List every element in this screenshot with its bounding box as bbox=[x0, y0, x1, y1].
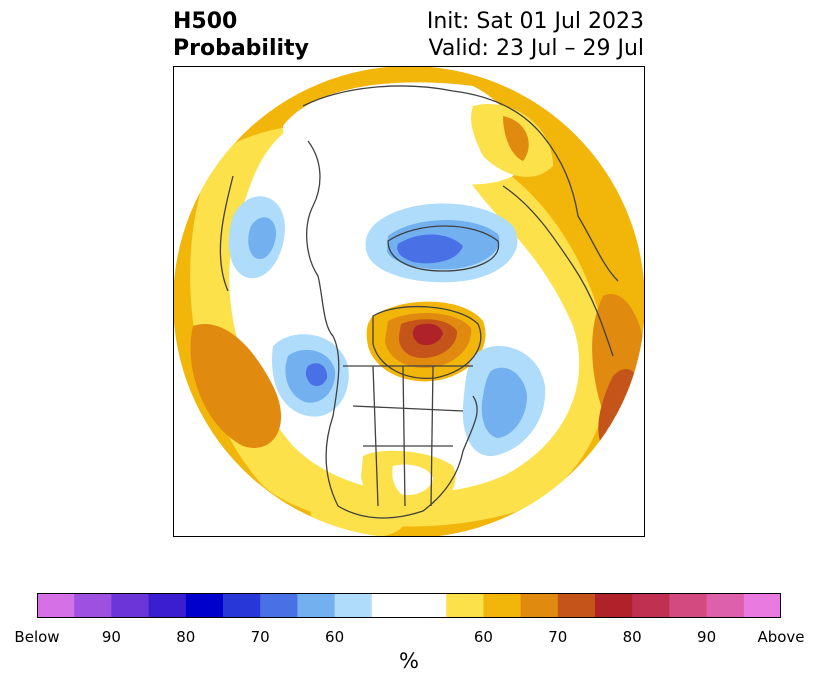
colorbar-tick-label: 70 bbox=[250, 628, 270, 646]
colorbar-tick-label: 60 bbox=[473, 628, 493, 646]
colorbar-swatch bbox=[37, 593, 75, 618]
colorbar-swatch bbox=[74, 593, 112, 618]
init-date: Init: Sat 01 Jul 2023 bbox=[426, 9, 644, 34]
colorbar-svg bbox=[37, 593, 781, 618]
colorbar-swatch bbox=[223, 593, 261, 618]
colorbar-swatch bbox=[706, 593, 745, 618]
valid-range: Valid: 23 Jul – 29 Jul bbox=[428, 36, 644, 61]
colorbar-swatch bbox=[260, 593, 298, 618]
colorbar-tick-label: Below bbox=[14, 628, 60, 646]
colorbar-unit: % bbox=[399, 649, 419, 673]
colorbar-swatch bbox=[595, 593, 633, 618]
colorbar-swatch bbox=[669, 593, 708, 618]
colorbar-tick-label: 70 bbox=[548, 628, 568, 646]
colorbar-swatch bbox=[111, 593, 150, 618]
colorbar-swatch bbox=[297, 593, 336, 618]
colorbar-swatch bbox=[446, 593, 484, 618]
colorbar-swatch bbox=[185, 593, 224, 618]
chart-title-left: H500 Probability bbox=[173, 8, 309, 62]
colorbar-swatch bbox=[371, 593, 410, 618]
colorbar-tick-label: 90 bbox=[101, 628, 121, 646]
colorbar-swatch bbox=[520, 593, 559, 618]
chart-title-right: Init: Sat 01 Jul 2023 Valid: 23 Jul – 29… bbox=[427, 8, 644, 62]
colorbar-tick-label: 60 bbox=[325, 628, 345, 646]
colorbar-swatch bbox=[632, 593, 670, 618]
probability-shading bbox=[173, 66, 645, 537]
colorbar-swatch bbox=[409, 593, 447, 618]
colorbar-swatch bbox=[483, 593, 522, 618]
colorbar-tick-label: 80 bbox=[176, 628, 196, 646]
coastlines bbox=[219, 85, 619, 519]
colorbar-tick-label: Above bbox=[757, 628, 805, 646]
colorbar-tick-label: 90 bbox=[697, 628, 717, 646]
colorbar-swatch bbox=[557, 593, 596, 618]
colorbar bbox=[37, 593, 781, 618]
probability-map bbox=[173, 66, 645, 537]
colorbar-swatch bbox=[334, 593, 373, 618]
colorbar-swatch bbox=[148, 593, 187, 618]
title-type: Probability bbox=[173, 36, 309, 61]
map-svg bbox=[173, 66, 645, 537]
colorbar-swatch bbox=[743, 593, 781, 618]
colorbar-tick-label: 80 bbox=[622, 628, 642, 646]
title-variable: H500 bbox=[173, 9, 238, 34]
